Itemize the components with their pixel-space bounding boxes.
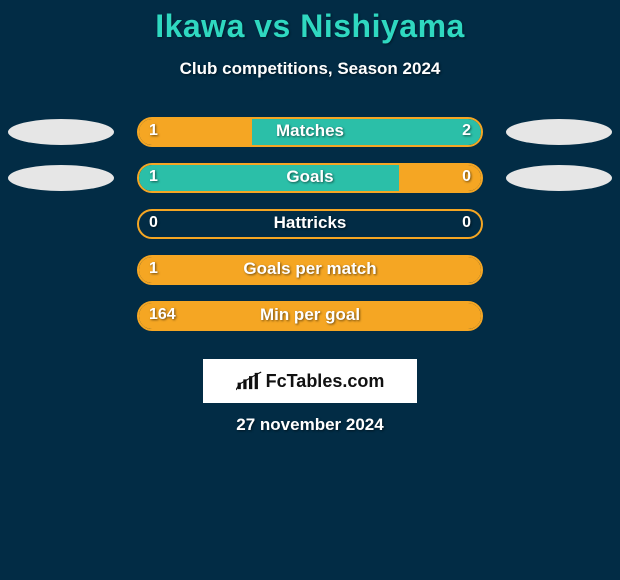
stat-bar-fill-left — [139, 303, 481, 329]
bar-chart-icon — [236, 370, 262, 392]
stat-bar-fill-left — [139, 257, 481, 283]
stat-value-right: 0 — [462, 209, 471, 239]
logo-text: FcTables.com — [266, 371, 385, 392]
stat-row: Hattricks00 — [0, 209, 620, 255]
player-marker-left — [8, 165, 114, 191]
stat-row: Min per goal164 — [0, 301, 620, 347]
stat-value-left: 164 — [149, 301, 176, 331]
stat-bar — [137, 209, 483, 239]
stat-value-left: 1 — [149, 163, 158, 193]
stat-row: Goals10 — [0, 163, 620, 209]
stat-bar — [137, 117, 483, 147]
page-title: Ikawa vs Nishiyama — [0, 0, 620, 45]
stat-bar-fill-right — [252, 119, 481, 145]
stat-bar-fill-left — [139, 165, 399, 191]
stat-value-right: 0 — [462, 163, 471, 193]
stat-row: Matches12 — [0, 117, 620, 163]
stat-bar — [137, 255, 483, 285]
stat-bar — [137, 301, 483, 331]
date-label: 27 november 2024 — [0, 415, 620, 435]
stat-value-left: 1 — [149, 255, 158, 285]
stat-row: Goals per match1 — [0, 255, 620, 301]
stat-bar — [137, 163, 483, 193]
stat-value-left: 0 — [149, 209, 158, 239]
player-marker-right — [506, 119, 612, 145]
player-marker-left — [8, 119, 114, 145]
stat-value-right: 2 — [462, 117, 471, 147]
stat-value-left: 1 — [149, 117, 158, 147]
player-marker-right — [506, 165, 612, 191]
logo-box: FcTables.com — [203, 359, 417, 403]
subtitle: Club competitions, Season 2024 — [0, 59, 620, 79]
comparison-rows: Matches12Goals10Hattricks00Goals per mat… — [0, 117, 620, 347]
